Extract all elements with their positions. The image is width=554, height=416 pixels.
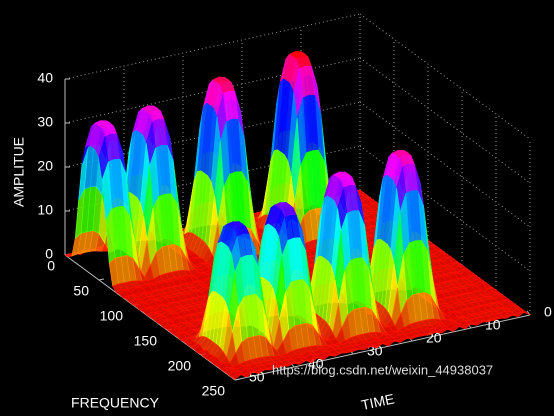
axis-line <box>64 254 236 381</box>
watermark: https://blog.csdn.net/weixin_44938037 <box>272 362 493 377</box>
z-tick-label: 30 <box>37 114 53 130</box>
y-tick-label: 150 <box>134 333 158 349</box>
x-axis-label: TIME <box>360 390 396 413</box>
surface <box>64 51 531 380</box>
tick-mark <box>98 278 105 281</box>
axis-labels: AMPLITUE FREQUENCY TIME https://blog.csd… <box>11 137 493 413</box>
y-axis-label: FREQUENCY <box>71 395 160 411</box>
z-tick-label: 10 <box>37 202 53 218</box>
x-tick-label: 50 <box>249 369 265 385</box>
axis-line <box>234 314 531 381</box>
grid-line <box>359 57 531 184</box>
x-tick-label: 0 <box>544 304 552 320</box>
z-axis-label: AMPLITUE <box>11 137 27 207</box>
z-tick-label: 20 <box>37 158 53 174</box>
grid-line <box>64 13 361 80</box>
grid-line <box>359 13 531 140</box>
z-tick-label: 0 <box>45 246 53 262</box>
z-tick-label: 40 <box>37 70 53 86</box>
surface-patch <box>230 374 242 380</box>
y-tick-label: 250 <box>202 383 226 399</box>
y-tick-label: 100 <box>100 308 124 324</box>
y-tick-label: 0 <box>47 258 55 274</box>
y-tick-label: 50 <box>73 283 89 299</box>
tick-mark <box>234 378 241 381</box>
y-tick-label: 200 <box>168 358 192 374</box>
